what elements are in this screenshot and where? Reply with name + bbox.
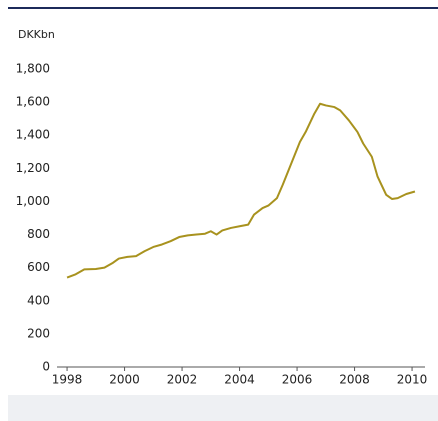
y-tick-label: 800 bbox=[27, 227, 50, 241]
y-tick-label: 0 bbox=[42, 360, 50, 374]
y-tick-label: 1,000 bbox=[16, 194, 50, 208]
y-tick-label: 1,200 bbox=[16, 161, 50, 175]
x-tick-label: 2010 bbox=[397, 373, 428, 387]
x-tick-label: 2006 bbox=[282, 373, 313, 387]
y-tick-label: 600 bbox=[27, 260, 50, 274]
y-tick-label: 1,600 bbox=[16, 95, 50, 109]
x-tick-label: 1998 bbox=[52, 373, 83, 387]
x-tick-label: 2000 bbox=[109, 373, 140, 387]
x-tick-label: 2004 bbox=[224, 373, 255, 387]
footer-band bbox=[8, 395, 438, 421]
y-axis-label: DKKbn bbox=[18, 28, 55, 41]
y-tick-label: 1,400 bbox=[16, 128, 50, 142]
y-tick-label: 200 bbox=[27, 326, 50, 340]
y-tick-label: 1,800 bbox=[16, 62, 50, 76]
y-tick-label: 400 bbox=[27, 293, 50, 307]
x-tick-label: 2008 bbox=[339, 373, 370, 387]
line-series bbox=[66, 102, 416, 279]
x-tick-label: 2002 bbox=[167, 373, 198, 387]
